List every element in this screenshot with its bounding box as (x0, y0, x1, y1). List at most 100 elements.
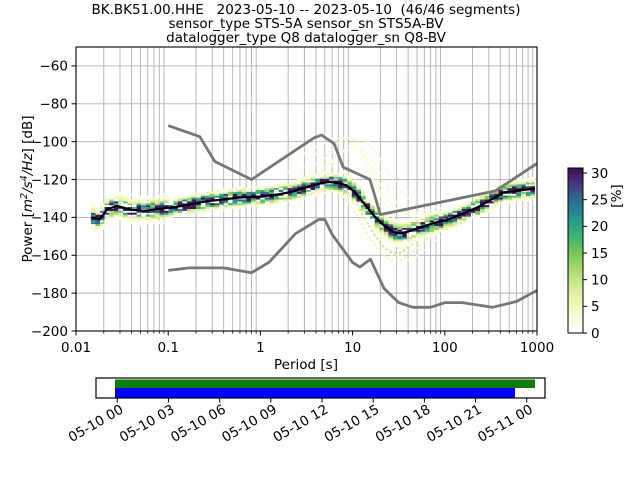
histogram-segment (90, 207, 96, 210)
histogram-segment (388, 235, 393, 238)
histogram-segment (269, 186, 274, 189)
histogram-segment (104, 222, 110, 225)
histogram-segment (278, 184, 284, 187)
histogram-segment (132, 216, 137, 219)
histogram-segment (365, 216, 371, 219)
histogram-segment (512, 191, 517, 194)
histogram-segment (251, 205, 256, 208)
mean-line-path (91, 180, 536, 235)
histogram-segment (214, 207, 220, 210)
histogram-segment (361, 193, 366, 196)
histogram-segment (310, 178, 316, 181)
histogram-segment (525, 180, 531, 183)
colorbar: 30 25 20 15 10 5 0 [%] (567, 166, 625, 342)
histogram-segment (278, 203, 284, 206)
histogram-segment (127, 201, 133, 204)
histogram-segment (301, 180, 307, 183)
histogram-segment (374, 231, 380, 234)
histogram-segment (342, 189, 348, 192)
histogram-segment (209, 193, 215, 196)
histogram-segment (521, 178, 526, 181)
histogram-segment (393, 225, 398, 228)
histogram-segment (480, 208, 485, 211)
histogram-segment (342, 180, 348, 183)
histogram-segment (402, 224, 407, 227)
histogram-segment (493, 191, 499, 194)
histogram-segment (393, 244, 398, 247)
histogram-segment (246, 201, 252, 204)
histogram-segment (264, 188, 270, 191)
psd-low-percentage-trace (287, 137, 478, 227)
histogram-segment (264, 186, 270, 189)
histogram-segment (122, 216, 128, 219)
histogram-segment (306, 195, 311, 198)
histogram-segment (260, 201, 265, 204)
psd-histogram (90, 137, 535, 263)
histogram-segment (100, 207, 105, 210)
histogram-segment (356, 199, 361, 202)
histogram-segment (109, 214, 114, 217)
histogram-segment (274, 195, 279, 198)
histogram-segment (113, 191, 119, 194)
histogram-segment (315, 193, 320, 196)
x-tick-label: 10 (344, 340, 361, 356)
histogram-segment (374, 212, 380, 215)
x-tick-label: 1 (256, 340, 265, 356)
histogram-segment (155, 212, 160, 215)
histogram-segment (232, 195, 238, 198)
histogram-segment (420, 224, 426, 227)
histogram-segment (296, 184, 302, 187)
histogram-segment (287, 188, 293, 191)
histogram-segment (374, 224, 380, 227)
histogram-segment (274, 197, 279, 200)
histogram-segment (361, 214, 366, 217)
histogram-segment (209, 195, 215, 198)
histogram-segment (420, 233, 426, 236)
y-tick-label: −200 (31, 324, 68, 340)
histogram-segment (411, 222, 416, 225)
histogram-segment (484, 189, 490, 192)
histogram-segment (196, 191, 201, 194)
histogram-segment (324, 178, 329, 181)
histogram-segment (301, 178, 307, 181)
histogram-segment (420, 227, 426, 230)
histogram-segment (191, 205, 197, 208)
psd-mean-line (91, 180, 536, 235)
histogram-segment (365, 199, 371, 202)
histogram-segment (136, 222, 142, 225)
histogram-segment (502, 199, 508, 202)
histogram-segment (393, 229, 398, 232)
histogram-segment (356, 188, 361, 191)
histogram-segment (145, 195, 151, 198)
histogram-segment (187, 201, 192, 204)
histogram-segment (489, 201, 494, 204)
histogram-segment (351, 195, 357, 198)
histogram-segment (191, 193, 197, 196)
histogram-segment (150, 214, 155, 217)
histogram-segment (164, 201, 169, 204)
histogram-segment (370, 210, 375, 213)
histogram-segment (164, 193, 169, 196)
histogram-segment (141, 224, 146, 227)
histogram-segment (228, 207, 233, 210)
histogram-segment (521, 186, 526, 189)
histogram-segment (141, 195, 146, 198)
histogram-segment (374, 220, 380, 223)
histogram-segment (461, 220, 467, 223)
histogram-segment (388, 222, 393, 225)
time-axis-label: 05-11 00 (475, 402, 536, 446)
colorbar-tick-label: 5 (591, 299, 600, 315)
histogram-segment (466, 214, 471, 217)
histogram-segment (315, 188, 320, 191)
histogram-segment (251, 203, 256, 206)
histogram-segment (466, 216, 471, 219)
histogram-segment (530, 186, 535, 189)
histogram-segment (480, 195, 485, 198)
histogram-segment (191, 208, 197, 211)
time-axis-label: 05-10 03 (117, 402, 178, 446)
histogram-segment (429, 218, 435, 221)
histogram-segment (150, 207, 155, 210)
y-tick-label: −80 (40, 97, 69, 113)
histogram-segment (516, 199, 522, 202)
histogram-segment (448, 212, 453, 215)
